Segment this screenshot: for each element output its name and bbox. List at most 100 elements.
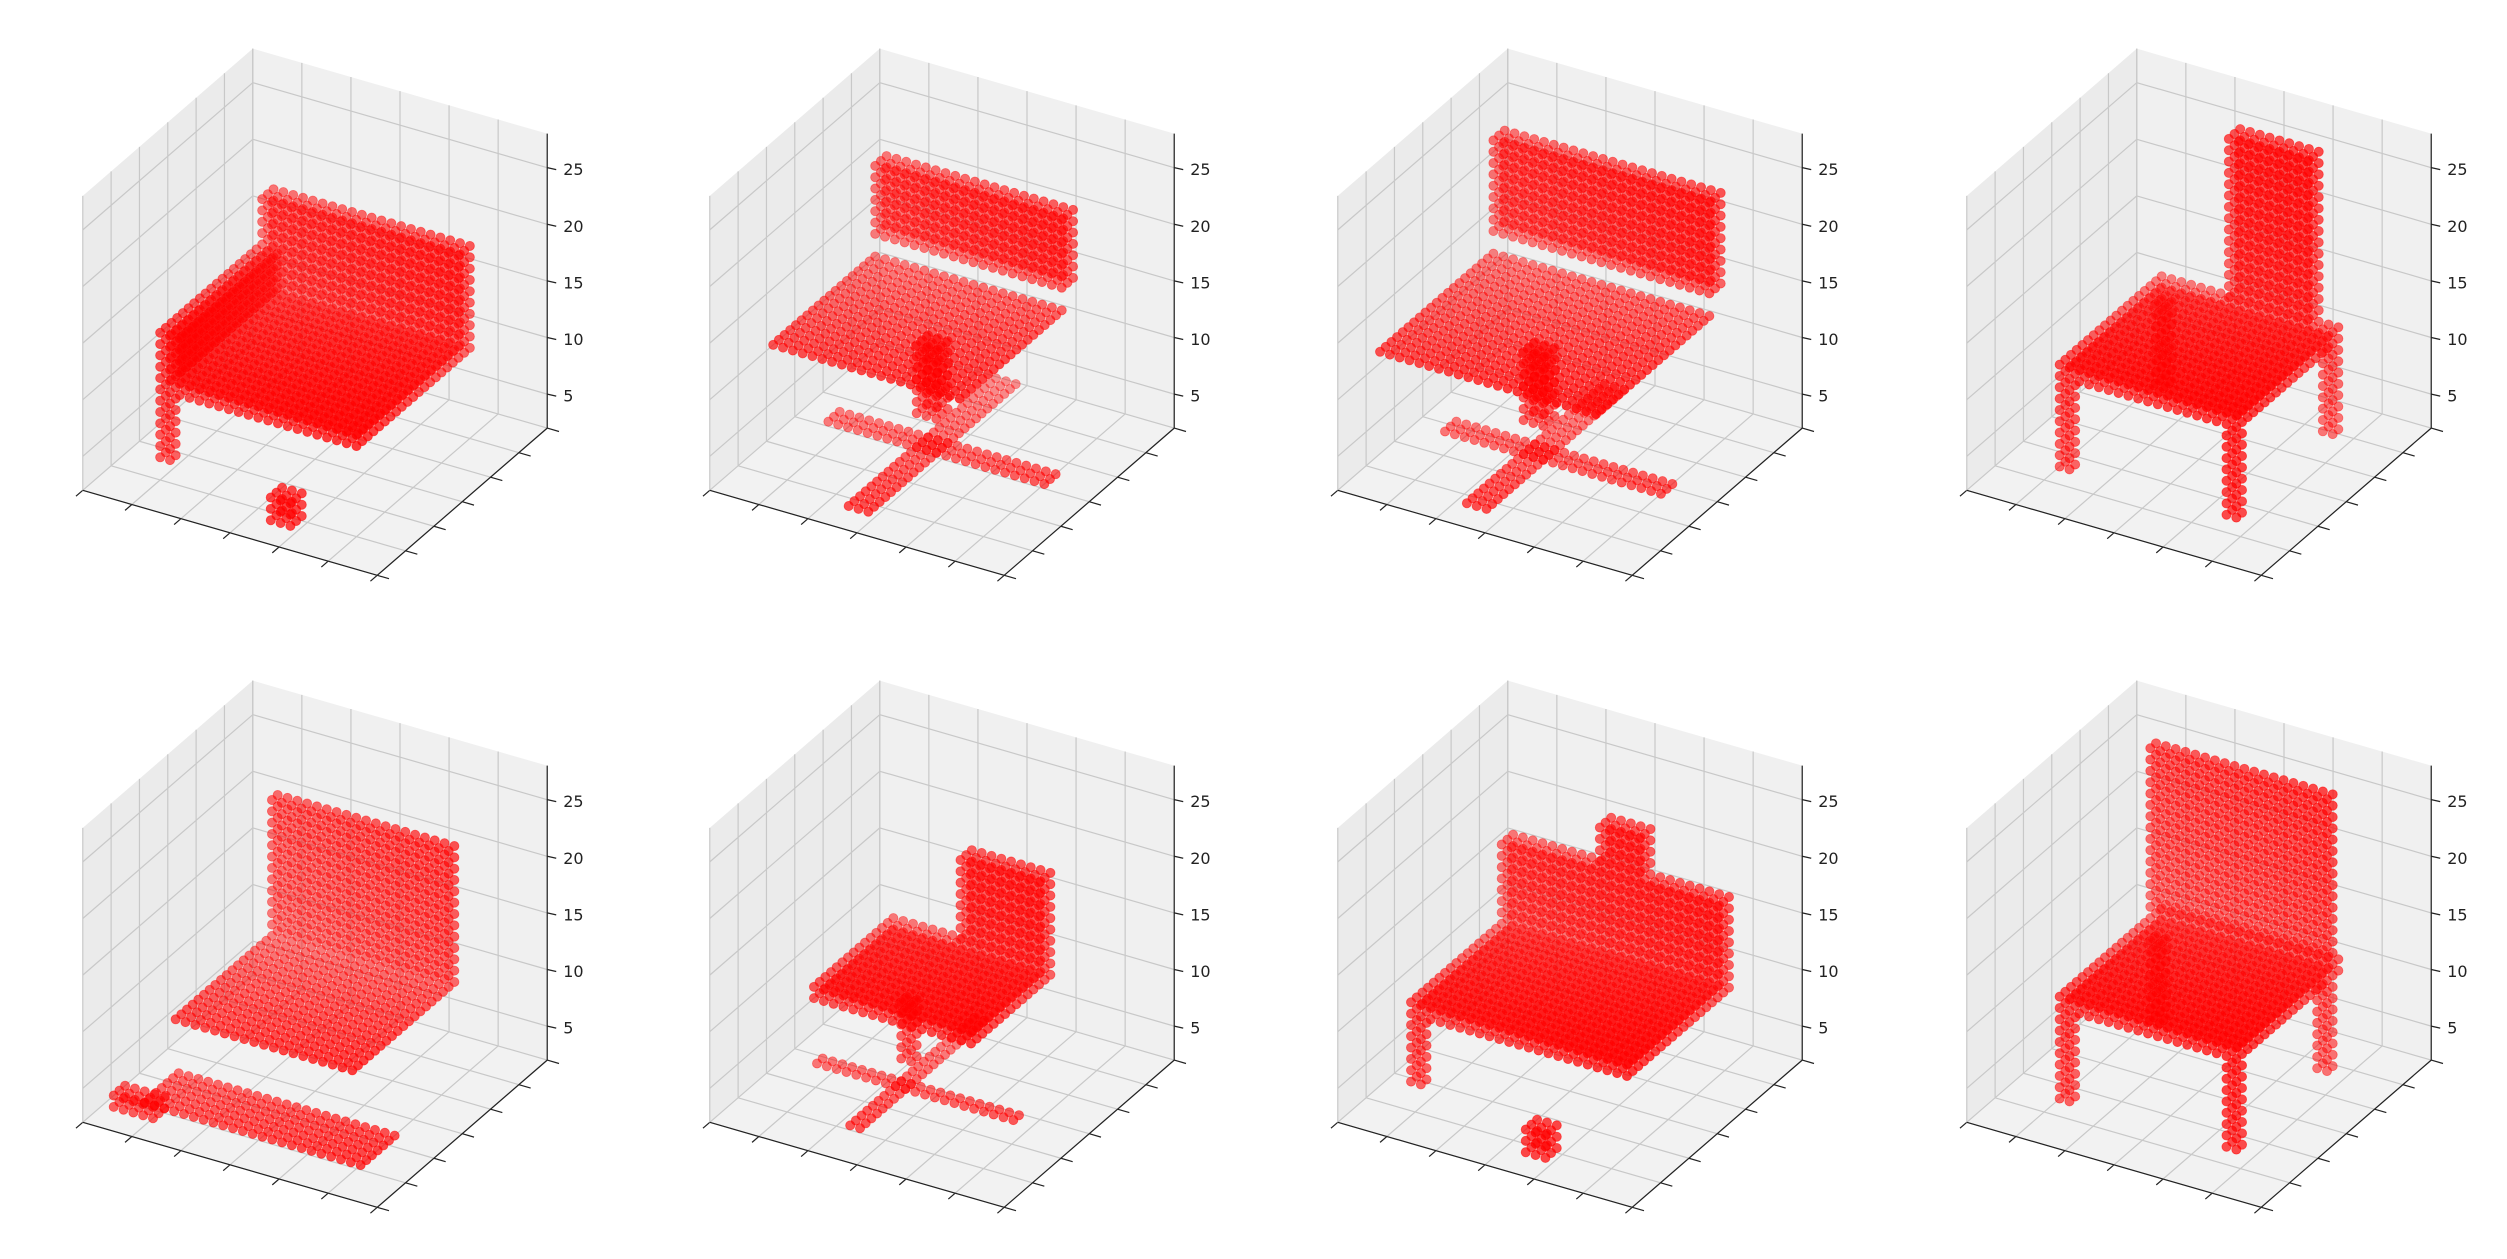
voxel-point: [433, 256, 444, 267]
voxel-point: [2223, 235, 2234, 246]
z-tick: [1802, 280, 1812, 284]
voxel-point: [365, 293, 376, 304]
voxel-point: [866, 368, 877, 379]
voxel-point: [2263, 224, 2274, 235]
voxel-point: [1655, 488, 1666, 499]
voxel-point: [1000, 467, 1011, 478]
voxel-point: [1635, 200, 1646, 211]
voxel-point: [424, 310, 435, 321]
y-tick: [1145, 452, 1158, 457]
voxel-point: [174, 378, 185, 389]
voxel-point: [2327, 361, 2338, 372]
voxel-point: [312, 418, 323, 429]
voxel-point: [1596, 211, 1607, 222]
voxel-point: [1007, 234, 1018, 245]
voxel-point: [1684, 282, 1695, 293]
voxel-point: [1587, 468, 1598, 479]
voxel-point: [2253, 289, 2264, 300]
voxel-point: [286, 270, 297, 281]
voxel-point: [1557, 177, 1568, 188]
voxel-point: [950, 453, 961, 464]
voxel-point: [155, 407, 166, 418]
y-tick: [405, 550, 418, 555]
voxel-point: [1576, 194, 1587, 205]
voxel-point: [919, 209, 930, 220]
voxel-point: [355, 290, 366, 301]
voxel-point: [433, 279, 444, 290]
voxel-point: [895, 376, 906, 387]
z-tick: [1802, 223, 1812, 227]
voxel-point: [931, 413, 942, 424]
voxel-point: [345, 298, 356, 309]
voxel-point: [325, 236, 336, 247]
voxel-point: [988, 206, 999, 217]
voxel-point: [1586, 186, 1597, 197]
voxel-point: [1551, 397, 1562, 408]
voxel-point: [335, 228, 346, 239]
voxel-point: [331, 424, 342, 435]
voxel-point: [1537, 160, 1548, 171]
voxel-point: [1007, 268, 1018, 279]
voxel-point: [941, 450, 952, 461]
voxel-point: [1508, 141, 1519, 152]
z-tick: [547, 393, 557, 397]
voxel-point: [345, 264, 356, 275]
voxel-point: [2233, 204, 2244, 215]
voxel-point: [1517, 234, 1528, 245]
voxel-point: [2253, 233, 2264, 244]
voxel-point: [306, 208, 317, 219]
voxel-point: [2233, 193, 2244, 204]
z-tick-label: 25: [1190, 160, 1210, 179]
voxel-point: [414, 262, 425, 273]
voxel-point: [2327, 406, 2338, 417]
voxel-point: [929, 245, 940, 256]
voxel-point: [929, 189, 940, 200]
voxel-point: [960, 456, 971, 467]
voxel-point: [1625, 265, 1636, 276]
z-tick: [2431, 393, 2441, 397]
voxel-point: [355, 267, 366, 278]
voxel-point: [1547, 152, 1558, 163]
voxel-point: [870, 183, 881, 194]
voxel-point: [978, 248, 989, 259]
voxel-point: [286, 281, 297, 292]
voxel-point: [1655, 228, 1666, 239]
voxel-point: [880, 175, 891, 186]
voxel-point: [1498, 228, 1509, 239]
voxel-point: [394, 290, 405, 301]
voxel-point: [1527, 237, 1538, 248]
voxel-point: [1498, 194, 1509, 205]
voxel-point: [1635, 245, 1646, 256]
voxel-point: [1571, 403, 1582, 414]
voxel-point: [1037, 265, 1048, 276]
voxel-point: [909, 183, 920, 194]
y-tick: [2402, 452, 2415, 457]
voxel-point: [2292, 278, 2303, 289]
voxel-point: [2282, 298, 2293, 309]
voxel-point: [2233, 216, 2244, 227]
voxel-point: [1645, 180, 1656, 191]
voxel-point: [302, 415, 313, 426]
voxel-point: [2272, 238, 2283, 249]
voxel-point: [938, 203, 949, 214]
voxel-point: [880, 163, 891, 174]
voxel-point: [335, 296, 346, 307]
voxel-point: [2302, 303, 2313, 314]
voxel-point: [1665, 254, 1676, 265]
voxel-point: [944, 390, 955, 401]
voxel-point: [316, 290, 327, 301]
voxel-point: [1414, 358, 1425, 369]
voxel-point: [1704, 231, 1715, 242]
voxel-point: [899, 237, 910, 248]
voxel-point: [1508, 152, 1519, 163]
voxel-point: [394, 267, 405, 278]
z-tick: [547, 280, 557, 284]
voxel-point: [2272, 283, 2283, 294]
voxel-point: [1547, 197, 1558, 208]
voxel-point: [938, 226, 949, 237]
voxel-point: [2223, 213, 2234, 224]
y-tick: [1174, 427, 1187, 433]
voxel-point: [1606, 237, 1617, 248]
voxel-point: [443, 281, 454, 292]
voxel-point: [1665, 265, 1676, 276]
